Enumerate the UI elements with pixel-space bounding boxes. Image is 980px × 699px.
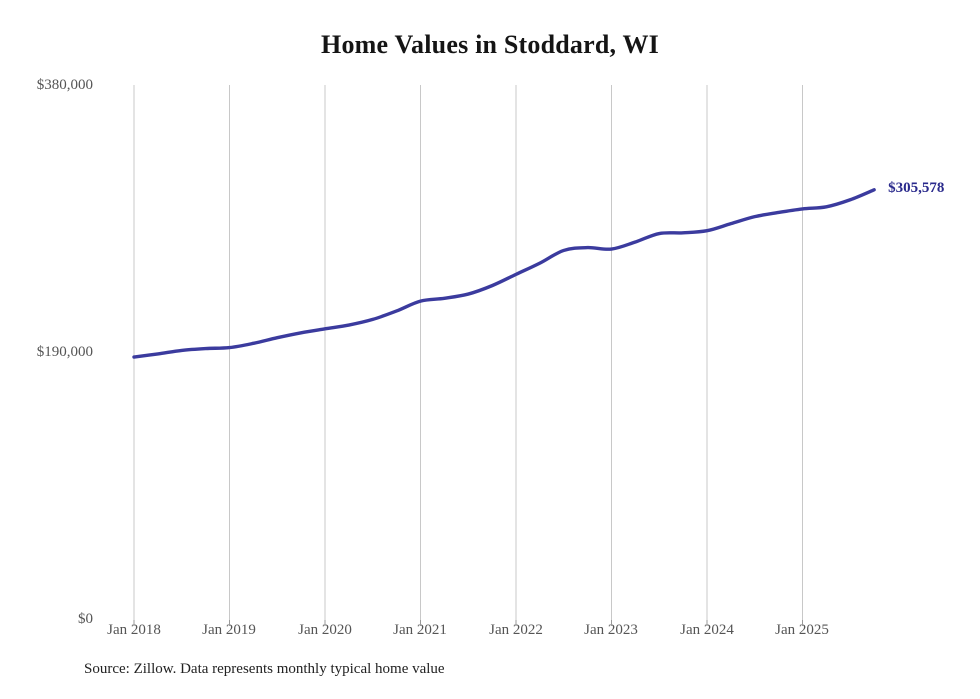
gridlines: [133, 85, 803, 620]
end-value-annotation: $305,578: [888, 179, 945, 196]
x-axis-tick-marks: [133, 620, 803, 626]
y-axis-tick-label-top: $380,000: [36, 77, 93, 93]
y-axis-tick-label-bottom: $0: [78, 611, 93, 627]
x-axis-tick-label-jan-2023: Jan 2023: [584, 622, 638, 638]
x-axis-tick-label-jan-2019: Jan 2019: [202, 622, 256, 638]
x-axis-tick-label-jan-2018: Jan 2018: [107, 622, 161, 638]
x-axis-tick-label-jan-2025: Jan 2025: [775, 622, 829, 638]
x-axis-tick-label-jan-2021: Jan 2021: [393, 622, 447, 638]
x-axis-tick-label-jan-2024: Jan 2024: [680, 622, 734, 638]
home-value-line: [132, 188, 876, 359]
chart-title: Home Values in Stoddard, WI: [321, 30, 659, 59]
x-axis-tick-label-jan-2022: Jan 2022: [489, 622, 543, 638]
y-axis-tick-label-mid: $190,000: [36, 344, 93, 360]
source-note: Source: Zillow. Data represents monthly …: [84, 661, 445, 677]
x-axis-tick-label-jan-2020: Jan 2020: [298, 622, 352, 638]
